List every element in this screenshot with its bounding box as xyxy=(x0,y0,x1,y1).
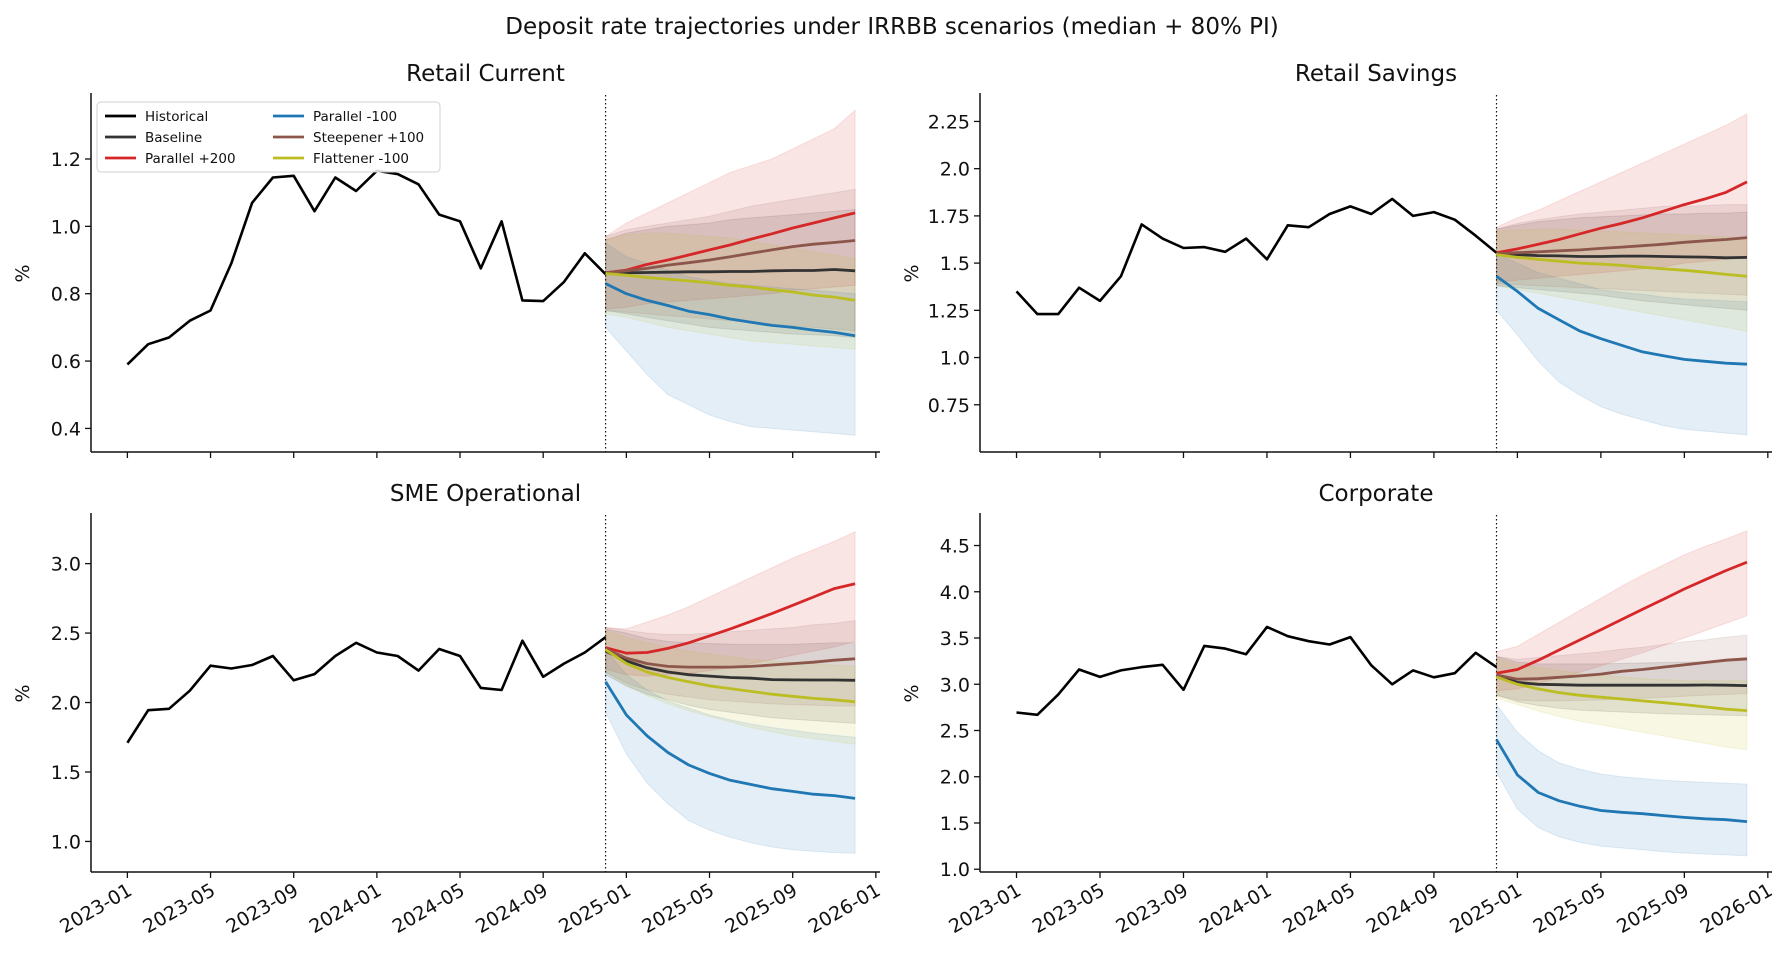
series-parallel-200 xyxy=(605,211,856,275)
y-tick-label: 0.75 xyxy=(928,395,970,417)
y-tick-label: 3.5 xyxy=(940,628,970,650)
x-tick-label: 2023-05 xyxy=(1029,879,1109,938)
band-baseline xyxy=(1496,211,1748,311)
series-flattener-100 xyxy=(1496,675,1748,712)
legend-label: Parallel +200 xyxy=(145,151,236,167)
series-steepener-100 xyxy=(605,239,856,275)
series-parallel-200 xyxy=(1496,180,1748,255)
y-tick-label: 1.5 xyxy=(51,762,81,784)
y-tick-label: 0.8 xyxy=(51,284,81,306)
x-tick-label: 2025-09 xyxy=(1613,879,1693,938)
panel-title: Corporate xyxy=(1319,481,1434,507)
legend-label: Baseline xyxy=(145,130,202,146)
band-flattener-100 xyxy=(605,232,856,350)
y-tick-label: 2.5 xyxy=(940,720,970,742)
y-tick-label: 2.25 xyxy=(928,111,970,133)
panel-title: SME Operational xyxy=(390,481,581,507)
series-flattener-100 xyxy=(1496,253,1748,278)
legend-frame xyxy=(96,101,441,173)
y-tick-label: 1.0 xyxy=(940,859,970,881)
series-historical xyxy=(1015,197,1498,316)
y-tick-label: 1.5 xyxy=(940,253,970,275)
x-tick-label: 2025-01 xyxy=(555,879,635,938)
y-tick-label: 2.0 xyxy=(940,159,970,181)
x-tick-label: 2023-09 xyxy=(1112,879,1192,938)
series-historical xyxy=(126,636,607,744)
band-steepener-100 xyxy=(605,188,856,332)
y-tick-label: 3.0 xyxy=(51,554,81,576)
series-steepener-100 xyxy=(605,647,856,669)
panel-retail-current: Retail Current% 0.4 0.6 0.8 1.0 1.2 Historical… xyxy=(12,61,880,458)
band-flattener-100 xyxy=(1496,657,1748,751)
series-historical xyxy=(126,169,607,366)
y-axis-label: % xyxy=(12,684,34,702)
series-parallel-200 xyxy=(1496,560,1748,675)
y-tick-label: 0.6 xyxy=(51,351,81,373)
x-tick-label: 2024-01 xyxy=(306,879,386,938)
series-flattener-100 xyxy=(604,648,856,704)
figure-title: Deposit rate trajectories under IRRBB sc… xyxy=(505,14,1279,40)
y-tick-label: 2.0 xyxy=(51,693,81,715)
y-tick-label: 3.0 xyxy=(940,674,970,696)
band-steepener-100 xyxy=(605,620,856,707)
legend-label: Parallel -100 xyxy=(313,109,397,125)
x-tick-label: 2024-09 xyxy=(1363,879,1443,938)
y-axis-label: % xyxy=(901,264,923,282)
x-tick-label: 2025-01 xyxy=(1446,879,1526,938)
x-tick-label: 2026-01 xyxy=(1697,879,1777,938)
y-tick-label: 1.0 xyxy=(51,831,81,853)
series-baseline xyxy=(605,649,856,682)
y-tick-label: 4.0 xyxy=(940,582,970,604)
series-parallel-200 xyxy=(605,582,856,655)
y-axis-label: % xyxy=(12,264,34,282)
series-steepener-100 xyxy=(1496,657,1748,681)
x-tick-label: 2025-05 xyxy=(638,879,718,938)
x-tick-label: 2023-09 xyxy=(222,879,302,938)
y-tick-label: 1.0 xyxy=(940,348,970,370)
series-parallel-100 xyxy=(604,282,856,338)
x-tick-label: 2025-05 xyxy=(1530,879,1610,938)
series-flattener-100 xyxy=(605,272,856,302)
panel-retail-savings: Retail Savings% 0.75 1.0 1.25 1.5 1.75 2.0 2.25 xyxy=(901,61,1772,458)
series-parallel-100 xyxy=(1495,738,1748,823)
series-steepener-100 xyxy=(1496,236,1748,256)
x-tick-label: 2024-05 xyxy=(389,879,469,938)
y-tick-label: 1.5 xyxy=(940,813,970,835)
y-tick-label: 1.2 xyxy=(51,149,81,171)
y-axis-label: % xyxy=(901,684,923,702)
x-tick-label: 2024-05 xyxy=(1279,879,1359,938)
series-baseline xyxy=(1496,673,1748,687)
y-tick-label: 2.5 xyxy=(51,623,81,645)
panel-corporate: Corporate% 1.0 1.5 2.0 2.5 3.0 3.5 4.0 4.5 2023-0… xyxy=(901,481,1776,938)
y-tick-label: 1.0 xyxy=(51,216,81,238)
x-tick-label: 2026-01 xyxy=(805,879,885,938)
legend-label: Flattener -100 xyxy=(313,151,409,167)
band-parallel-100 xyxy=(605,648,856,854)
x-tick-label: 2023-01 xyxy=(56,879,136,938)
legend: Historical Baseline Parallel +200 Parallel … xyxy=(96,101,441,173)
x-tick-label: 2023-01 xyxy=(945,879,1025,938)
series-parallel-100 xyxy=(604,680,856,800)
series-parallel-100 xyxy=(1495,275,1748,366)
series-historical xyxy=(1016,625,1498,717)
x-tick-label: 2024-09 xyxy=(472,879,552,938)
legend-label: Historical xyxy=(145,109,208,125)
y-tick-label: 1.25 xyxy=(928,300,970,322)
y-tick-label: 0.4 xyxy=(51,418,81,440)
x-tick-label: 2023-05 xyxy=(139,879,219,938)
panel-title: Retail Savings xyxy=(1295,61,1457,87)
band-steepener-100 xyxy=(1496,204,1748,296)
panel-title: Retail Current xyxy=(406,61,565,87)
x-tick-label: 2025-09 xyxy=(721,879,801,938)
x-tick-label: 2024-01 xyxy=(1196,879,1276,938)
y-tick-label: 4.5 xyxy=(940,536,970,558)
series-baseline xyxy=(605,268,856,275)
y-tick-label: 1.75 xyxy=(928,206,970,228)
legend-label: Steepener +100 xyxy=(313,130,424,146)
y-tick-label: 2.0 xyxy=(940,767,970,789)
series-baseline xyxy=(1496,252,1748,260)
